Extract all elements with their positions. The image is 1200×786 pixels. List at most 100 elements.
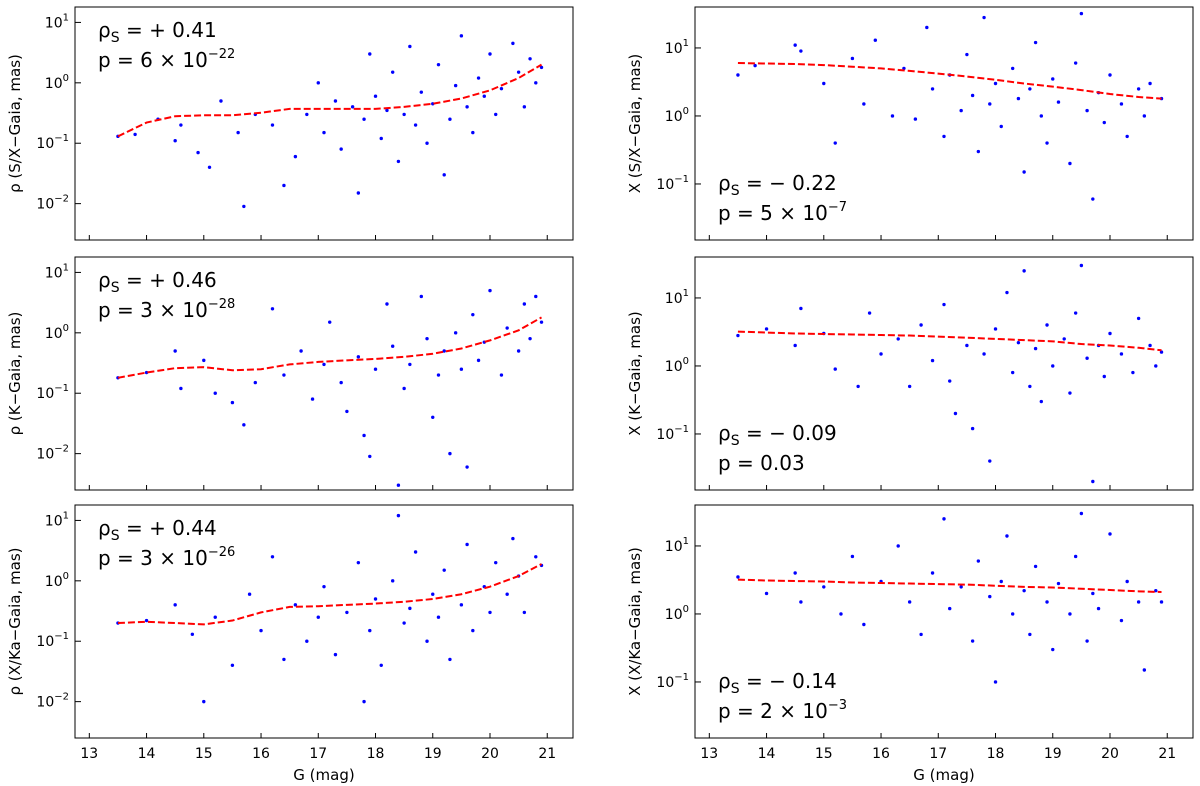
point (907, 384, 912, 389)
point (1159, 350, 1164, 354)
point (1073, 61, 1078, 65)
point (1108, 73, 1112, 77)
point (1022, 170, 1026, 174)
annotation: p = 6 × 10−22 (98, 47, 235, 72)
annotation-part: −7 (828, 200, 847, 215)
x-tick-label: 17 (309, 746, 327, 762)
point (471, 130, 475, 135)
point (465, 542, 469, 547)
point (1091, 479, 1095, 484)
point (896, 337, 900, 341)
point (425, 639, 429, 643)
plot-frame (694, 256, 1194, 491)
point (1005, 290, 1009, 295)
annotation-part: p = 3 × 10 (98, 298, 208, 322)
point (310, 397, 315, 401)
point (253, 380, 258, 385)
annotation: p = 5 × 10−7 (718, 200, 847, 225)
point (379, 136, 383, 141)
annotation: p = 3 × 10−26 (98, 545, 235, 570)
point (442, 568, 446, 572)
point (822, 81, 826, 86)
point (879, 352, 883, 356)
point (1039, 399, 1044, 404)
point (316, 615, 320, 619)
trend-line (737, 578, 1162, 594)
plot-frame (694, 504, 1194, 739)
x-tick-label: 16 (252, 746, 270, 762)
annotation-part: −26 (208, 545, 235, 560)
point (1119, 352, 1124, 356)
point (970, 426, 975, 431)
x-tick-label: 13 (80, 746, 98, 762)
annotation-part: ρ (98, 516, 111, 540)
point (425, 141, 429, 145)
point (930, 87, 935, 91)
point (976, 559, 981, 563)
point (907, 600, 912, 604)
point (494, 112, 498, 117)
point (1028, 384, 1032, 389)
point (282, 657, 286, 662)
point (413, 550, 418, 554)
tick-base: 10 (45, 76, 63, 92)
point (179, 123, 183, 127)
point (511, 536, 515, 541)
annotation: ρS = + 0.46 (98, 268, 217, 296)
point (1079, 263, 1084, 268)
point (419, 294, 424, 299)
point (488, 52, 492, 56)
point (247, 592, 252, 596)
point (505, 326, 509, 330)
tick-base: 10 (36, 695, 54, 711)
point (528, 57, 532, 61)
x-tick-label: 21 (1158, 746, 1176, 762)
point (1010, 370, 1015, 375)
point (448, 117, 452, 121)
y-tick-label: 10−2 (36, 444, 69, 463)
point (282, 373, 286, 377)
tick-exponent: 1 (683, 288, 689, 299)
tick-exponent: 0 (683, 106, 689, 117)
point (999, 124, 1003, 129)
annotation-part: = − 0.14 (740, 669, 837, 693)
point (333, 652, 338, 657)
tick-exponent: 1 (63, 510, 69, 521)
tick-base: 10 (656, 177, 674, 193)
point (942, 302, 946, 307)
point (465, 105, 469, 109)
point (1028, 87, 1032, 91)
point (173, 603, 177, 607)
point (1119, 102, 1124, 106)
point (1033, 346, 1038, 351)
point (833, 367, 837, 371)
point (173, 139, 177, 143)
tick-base: 10 (665, 359, 683, 375)
point (436, 373, 441, 377)
tick-base: 10 (665, 109, 683, 125)
point (1142, 668, 1147, 672)
x-tick-label: 18 (987, 746, 1005, 762)
point (494, 560, 498, 565)
point (396, 483, 401, 487)
point (356, 355, 361, 359)
point (431, 592, 435, 596)
point (764, 327, 769, 331)
plot-frame (74, 504, 574, 739)
point (202, 699, 206, 704)
point (930, 571, 935, 575)
plot-frame (694, 6, 1194, 241)
annotation-part: S (731, 433, 740, 449)
y-axis-label: X (X/Ka−Gaia, mas) (626, 547, 644, 696)
point (396, 159, 401, 164)
point (368, 52, 372, 56)
point (948, 606, 952, 611)
point (453, 83, 458, 88)
point (534, 81, 538, 85)
point (1085, 639, 1089, 643)
point (459, 34, 464, 38)
point (442, 173, 446, 177)
point (322, 362, 326, 367)
point (448, 657, 452, 662)
annotation-part: p = 3 × 10 (98, 546, 208, 570)
